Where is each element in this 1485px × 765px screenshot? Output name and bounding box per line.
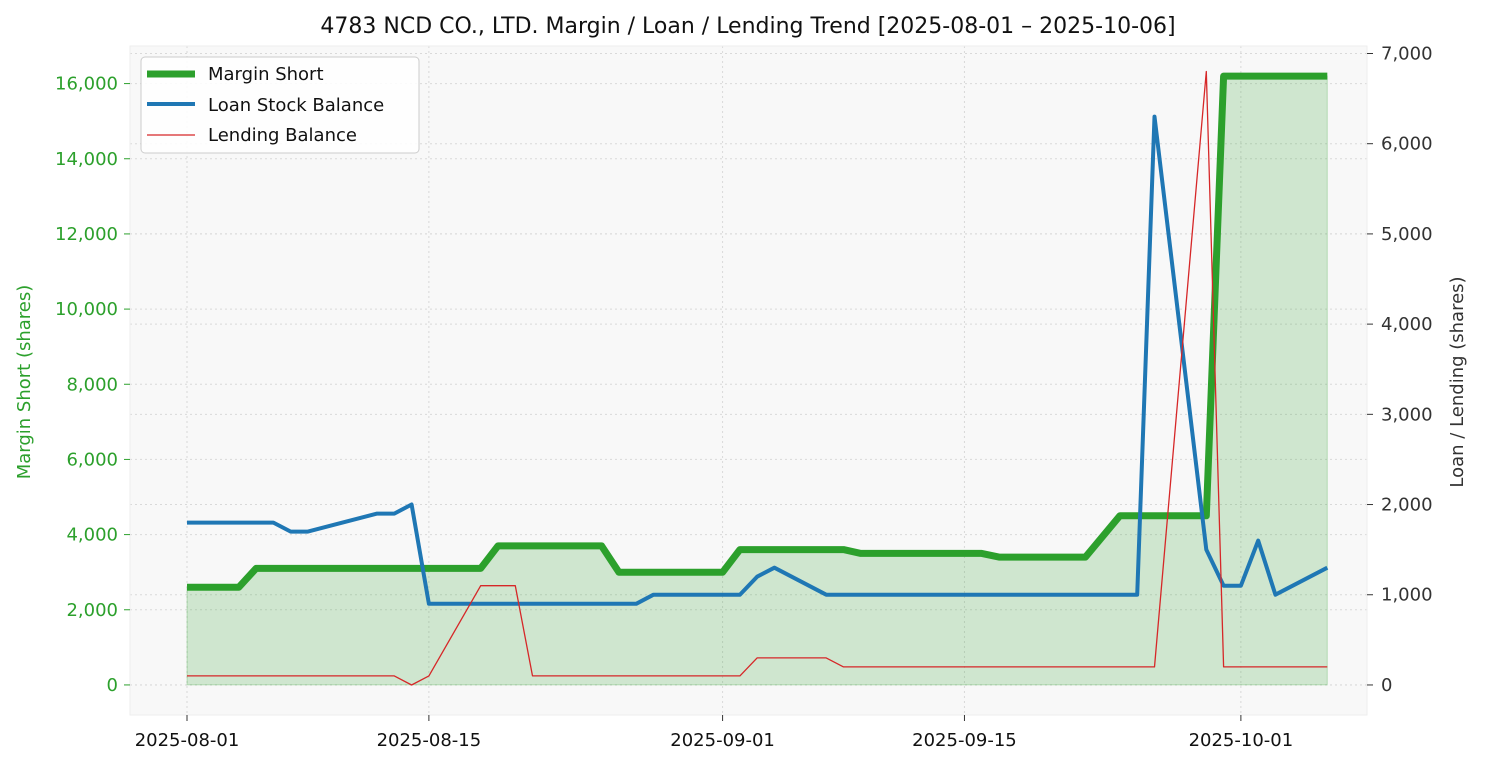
left-tick-label-0: 0: [107, 675, 118, 696]
right-tick-label-7: 7,000: [1381, 43, 1433, 64]
legend: Margin Short Loan Stock Balance Lending …: [140, 56, 420, 154]
left-tick-label-4: 8,000: [66, 374, 118, 395]
left-axis-label: Margin Short (shares): [14, 285, 35, 480]
right-tick-label-4: 4,000: [1381, 314, 1433, 335]
series-line-lending-balance: [187, 70, 1328, 686]
left-tick-label-7: 14,000: [55, 149, 118, 170]
right-tick-label-6: 6,000: [1381, 134, 1433, 155]
x-axis-ticks: 2025-08-01 2025-08-15 2025-09-01 2025-09-15…: [135, 715, 1293, 751]
chart-title: 4783 NCD CO., LTD. Margin / Loan / Lendi…: [320, 14, 1175, 39]
legend-box: [140, 56, 420, 154]
left-tick-label-1: 2,000: [66, 600, 118, 621]
left-tick-label-5: 10,000: [55, 299, 118, 320]
right-tick-label-0: 0: [1381, 675, 1392, 696]
left-tick-label-6: 12,000: [55, 224, 118, 245]
legend-label-loan-stock-balance: Loan Stock Balance: [208, 95, 384, 116]
legend-label-margin-short: Margin Short: [208, 64, 324, 85]
series-line-loan-stock-balance: [187, 114, 1329, 606]
x-tick-label-0: 2025-08-01: [135, 730, 240, 751]
right-tick-label-1: 1,000: [1381, 585, 1433, 606]
left-tick-label-8: 16,000: [55, 74, 118, 95]
x-tick-label-2: 2025-09-01: [670, 730, 775, 751]
plot-frame: [129, 45, 1368, 716]
right-tick-label-2: 2,000: [1381, 495, 1433, 516]
right-axis-ticks: 0 1,000 2,000 3,000 4,000 5,000 6,000 7,000: [1367, 43, 1433, 696]
left-tick-label-2: 4,000: [66, 525, 118, 546]
series-line-margin-short: [187, 72, 1328, 591]
right-tick-label-3: 3,000: [1381, 404, 1433, 425]
x-tick-label-4: 2025-10-01: [1189, 730, 1294, 751]
right-tick-label-5: 5,000: [1381, 224, 1433, 245]
left-axis-ticks: 0 2,000 4,000 6,000 8,000 10,000 12,000 14,000 1…: [55, 74, 130, 696]
series-lines: [187, 70, 1329, 686]
x-tick-label-3: 2025-09-15: [912, 730, 1017, 751]
right-axis-label: Loan / Lending (shares): [1447, 276, 1468, 487]
left-tick-label-3: 6,000: [66, 449, 118, 470]
legend-label-lending-balance: Lending Balance: [208, 125, 357, 146]
x-tick-label-1: 2025-08-15: [377, 730, 482, 751]
